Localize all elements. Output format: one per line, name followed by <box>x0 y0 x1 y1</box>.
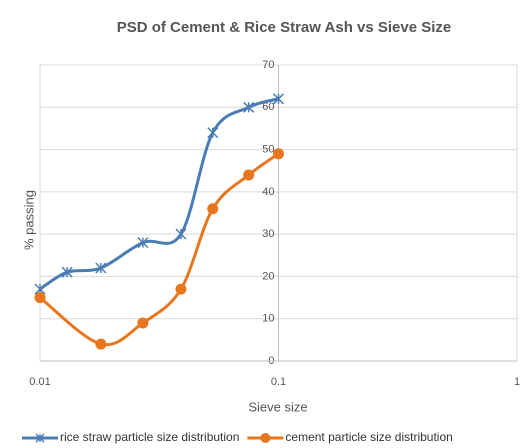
data-point <box>243 169 255 181</box>
x-tick-label: 1 <box>514 376 520 388</box>
chart-title: PSD of Cement & Rice Straw Ash vs Sieve … <box>117 19 452 36</box>
x-tick-label: 0.1 <box>271 376 286 388</box>
data-point <box>34 292 46 304</box>
data-point <box>95 262 107 274</box>
data-point <box>207 127 219 139</box>
data-point <box>61 266 73 278</box>
data-point <box>137 317 149 329</box>
data-point <box>243 101 255 113</box>
y-tick-label: 60 <box>262 101 274 113</box>
data-point <box>175 228 187 240</box>
legend-marker <box>260 433 271 443</box>
x-tick-label: 0.01 <box>29 376 50 388</box>
y-tick-label: 40 <box>262 186 274 198</box>
y-axis-title: % passing <box>21 190 36 250</box>
data-point <box>137 237 149 249</box>
data-point <box>272 93 285 105</box>
data-point <box>207 203 219 215</box>
y-tick-label: 10 <box>262 313 274 325</box>
data-point <box>95 338 107 350</box>
legend-marker <box>35 433 45 443</box>
y-tick-label: 30 <box>262 228 274 240</box>
legend-label: cement particle size distribution <box>285 430 452 444</box>
data-point <box>273 148 284 160</box>
y-tick-label: 20 <box>262 270 274 282</box>
y-tick-label: 50 <box>262 143 274 155</box>
data-point <box>175 283 187 295</box>
y-tick-label: 70 <box>262 59 274 71</box>
x-axis-title: Sieve size <box>248 399 307 414</box>
series-line <box>39 97 279 291</box>
legend-label: rice straw particle size distribution <box>60 430 239 444</box>
